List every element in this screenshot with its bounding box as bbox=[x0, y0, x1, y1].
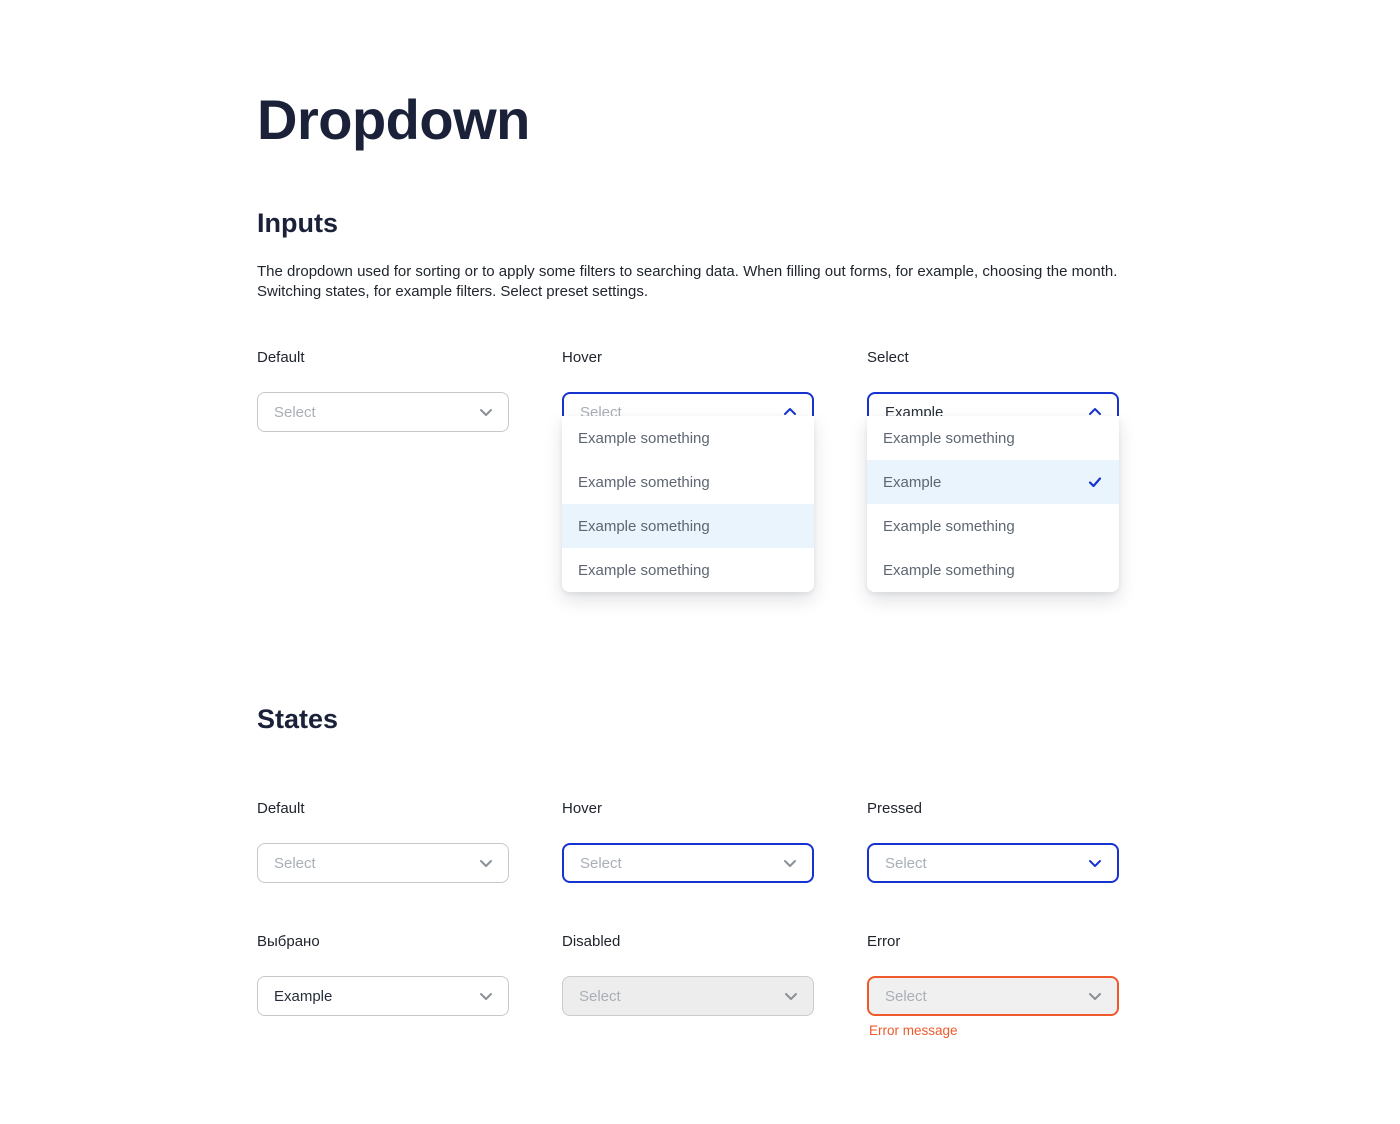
field-label: Выбрано bbox=[257, 933, 320, 950]
menu-item-label: Example something bbox=[578, 429, 710, 447]
chevron-down-icon bbox=[480, 860, 492, 867]
states-row-1: Default Select Hover Select Pressed Sele… bbox=[257, 800, 1119, 883]
field-label: Hover bbox=[562, 349, 603, 366]
menu-item[interactable]: Example something bbox=[867, 504, 1119, 548]
field-label: Pressed bbox=[867, 800, 923, 817]
state-error: Error Select Error message bbox=[867, 933, 1119, 1038]
dropdown-state-default[interactable]: Select bbox=[257, 843, 509, 883]
field-label: Error bbox=[867, 933, 901, 950]
state-default: Default Select bbox=[257, 800, 509, 883]
state-pressed: Pressed Select bbox=[867, 800, 1119, 883]
dropdown-placeholder: Select bbox=[580, 854, 622, 872]
checkmark-icon bbox=[1088, 477, 1102, 488]
menu-item[interactable]: Example something bbox=[562, 416, 814, 460]
dropdown-state-disabled: Select bbox=[562, 976, 814, 1016]
chevron-down-icon bbox=[480, 993, 492, 1000]
error-message: Error message bbox=[869, 1023, 958, 1038]
field-label: Default bbox=[257, 349, 305, 366]
chevron-down-icon bbox=[1089, 860, 1101, 867]
dropdown-placeholder: Select bbox=[274, 403, 316, 421]
dropdown-placeholder: Select bbox=[274, 854, 316, 872]
page-title: Dropdown bbox=[257, 88, 530, 151]
dropdown-placeholder: Select bbox=[885, 854, 927, 872]
dropdown-state-pressed[interactable]: Select bbox=[867, 843, 1119, 883]
dropdown-value: Example bbox=[274, 987, 333, 1005]
menu-item-hovered[interactable]: Example something bbox=[562, 504, 814, 548]
chevron-up-icon bbox=[1089, 408, 1101, 415]
example-hover: Hover Select Example something Example s… bbox=[562, 349, 814, 592]
inputs-examples-row: Default Select Hover Select Example some… bbox=[257, 349, 1119, 592]
dropdown-placeholder: Select bbox=[579, 987, 621, 1005]
states-section-heading: States bbox=[257, 704, 339, 734]
states-row-2: Выбрано Example Disabled Select Error Se… bbox=[257, 933, 1119, 1038]
state-selected: Выбрано Example bbox=[257, 933, 509, 1038]
dropdown-state-selected[interactable]: Example bbox=[257, 976, 509, 1016]
dropdown-default[interactable]: Select bbox=[257, 392, 509, 432]
menu-item[interactable]: Example something bbox=[867, 548, 1119, 592]
field-label: Disabled bbox=[562, 933, 621, 950]
menu-item-label: Example something bbox=[578, 473, 710, 491]
chevron-down-icon bbox=[785, 993, 797, 1000]
menu-item-label: Example something bbox=[578, 561, 710, 579]
menu-item-selected[interactable]: Example bbox=[867, 460, 1119, 504]
menu-item-label: Example something bbox=[883, 429, 1015, 447]
chevron-down-icon bbox=[784, 860, 796, 867]
dropdown-state-error[interactable]: Select bbox=[867, 976, 1119, 1016]
example-default: Default Select bbox=[257, 349, 509, 432]
field-label: Select bbox=[867, 349, 909, 366]
chevron-down-icon bbox=[480, 409, 492, 416]
menu-item-label: Example something bbox=[883, 517, 1015, 535]
inputs-section-description: The dropdown used for sorting or to appl… bbox=[257, 263, 1118, 300]
menu-item-label: Example something bbox=[578, 517, 710, 535]
chevron-up-icon bbox=[784, 408, 796, 415]
inputs-section-heading: Inputs bbox=[257, 208, 338, 238]
chevron-down-icon bbox=[1089, 993, 1101, 1000]
dropdown-state-hover[interactable]: Select bbox=[562, 843, 814, 883]
menu-item[interactable]: Example something bbox=[562, 548, 814, 592]
dropdown-menu: Example something Example something Exam… bbox=[562, 416, 814, 592]
field-label: Hover bbox=[562, 800, 603, 817]
menu-item-label: Example bbox=[883, 473, 942, 491]
menu-item[interactable]: Example something bbox=[562, 460, 814, 504]
state-disabled: Disabled Select bbox=[562, 933, 814, 1038]
state-hover: Hover Select bbox=[562, 800, 814, 883]
menu-item[interactable]: Example something bbox=[867, 416, 1119, 460]
dropdown-menu: Example something Example Example someth… bbox=[867, 416, 1119, 592]
field-label: Default bbox=[257, 800, 305, 817]
menu-item-label: Example something bbox=[883, 561, 1015, 579]
dropdown-placeholder: Select bbox=[885, 987, 927, 1005]
example-select: Select Example Example something Example… bbox=[867, 349, 1119, 592]
